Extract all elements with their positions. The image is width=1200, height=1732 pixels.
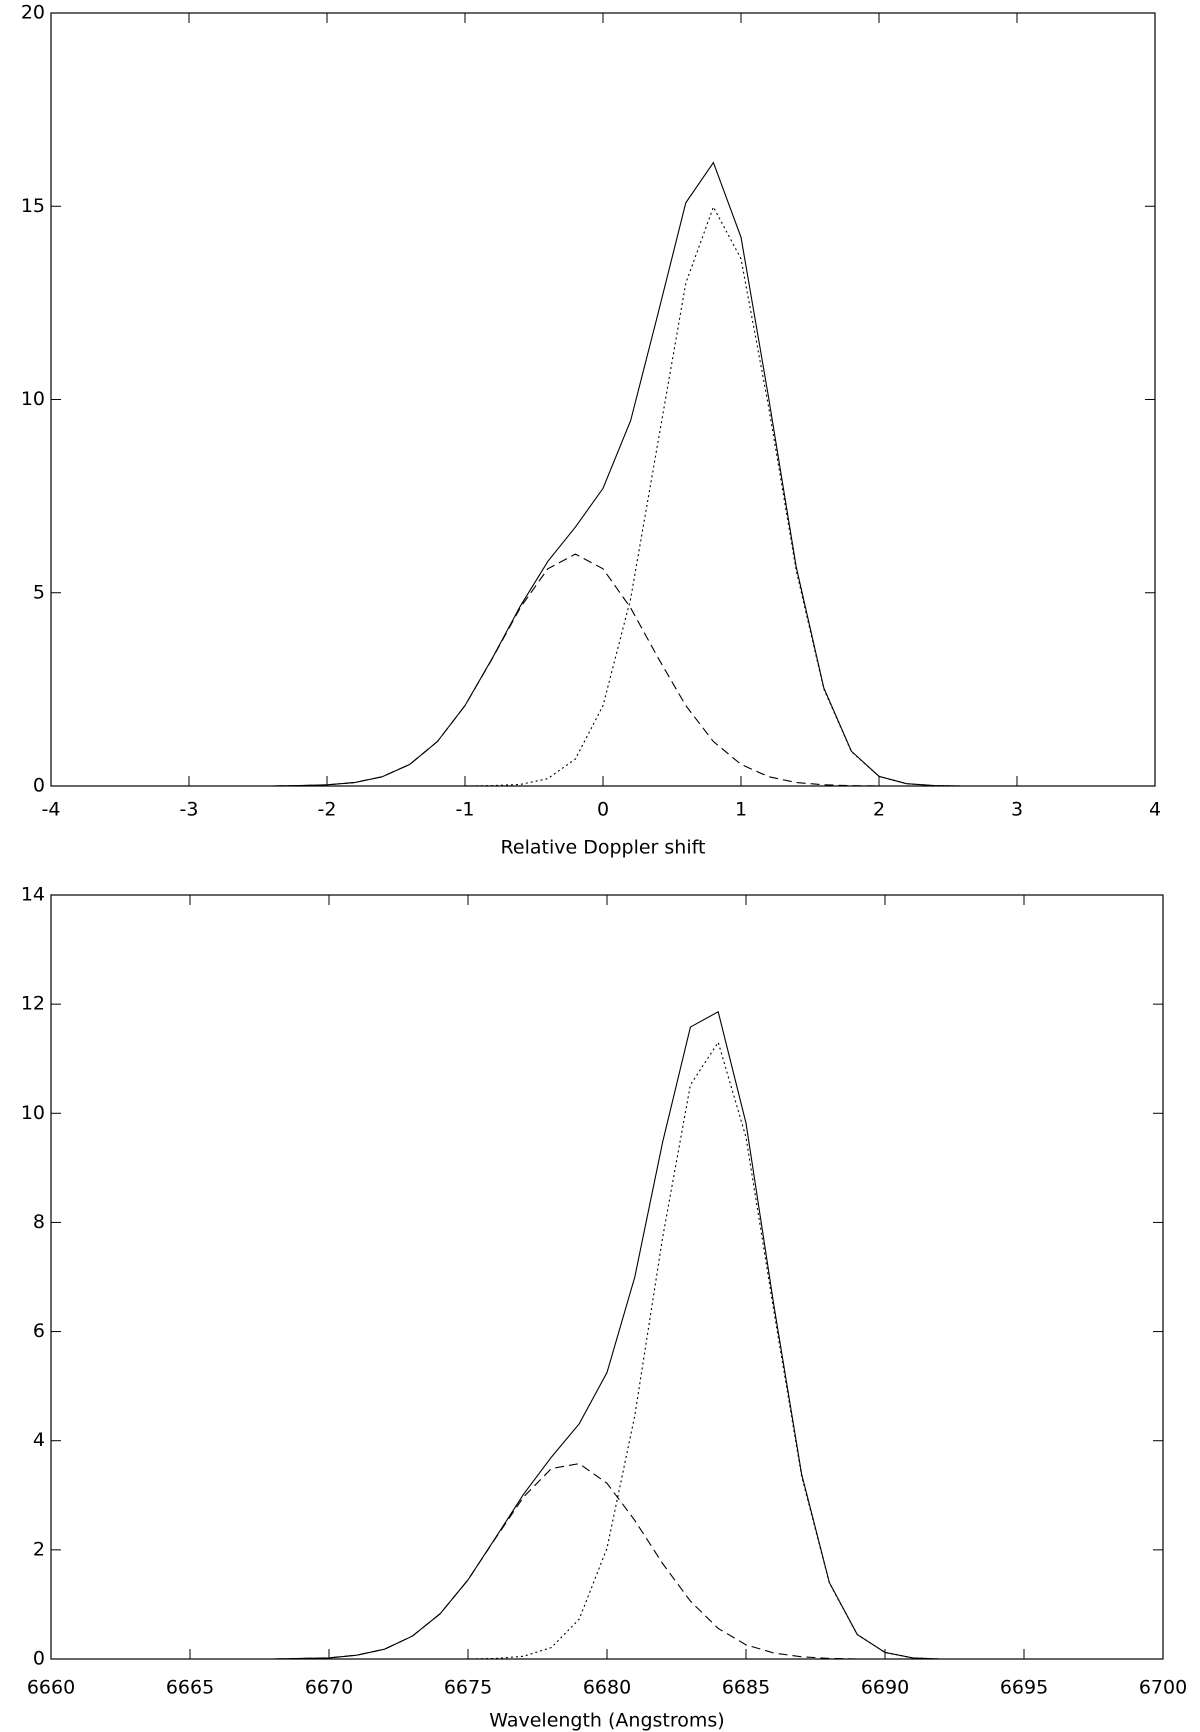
line-series (51, 1463, 1163, 1660)
y-tick-label: 14 (21, 884, 45, 906)
plot-frame (50, 894, 1164, 1660)
x-tick-label: -4 (42, 799, 61, 821)
y-tick-label: 4 (33, 1429, 45, 1451)
y-tick-label: 12 (21, 993, 45, 1015)
y-tick-label: 2 (33, 1538, 45, 1560)
line-series (51, 553, 1155, 787)
y-tick-label: 0 (33, 775, 45, 797)
x-tick-label: 3 (1011, 799, 1023, 821)
x-tick-label: 6660 (27, 1677, 75, 1699)
x-tick-label: 6690 (861, 1677, 909, 1699)
x-tick-label: 6665 (166, 1677, 214, 1699)
plot-frame (50, 12, 1156, 787)
x-tick-label: -2 (318, 799, 337, 821)
y-tick-label: 8 (33, 1211, 45, 1233)
x-tick-label: 6670 (305, 1677, 353, 1699)
y-tick-label: 10 (21, 1102, 45, 1124)
y-tick-label: 6 (33, 1320, 45, 1342)
y-tick-label: 20 (21, 2, 45, 24)
x-tick-label: 6685 (722, 1677, 770, 1699)
x-tick-label: 6680 (583, 1677, 631, 1699)
x-tick-label: 6675 (444, 1677, 492, 1699)
x-tick-label: -1 (456, 799, 475, 821)
x-tick-label: 2 (873, 799, 885, 821)
y-tick-label: 15 (21, 195, 45, 217)
x-tick-label: 6695 (1000, 1677, 1048, 1699)
x-axis-label: Wavelength (Angstroms) (489, 1710, 724, 1732)
x-tick-label: -3 (180, 799, 199, 821)
y-tick-label: 10 (21, 388, 45, 410)
x-axis-label: Relative Doppler shift (501, 837, 706, 859)
y-tick-label: 5 (33, 581, 45, 603)
line-series (51, 205, 1155, 787)
x-tick-label: 1 (735, 799, 747, 821)
line-series (51, 161, 1155, 787)
y-tick-label: 0 (33, 1648, 45, 1670)
x-tick-label: 0 (597, 799, 609, 821)
x-tick-label: 4 (1149, 799, 1161, 821)
line-series (51, 1041, 1163, 1660)
x-tick-label: 6700 (1139, 1677, 1187, 1699)
line-series (51, 1010, 1163, 1660)
